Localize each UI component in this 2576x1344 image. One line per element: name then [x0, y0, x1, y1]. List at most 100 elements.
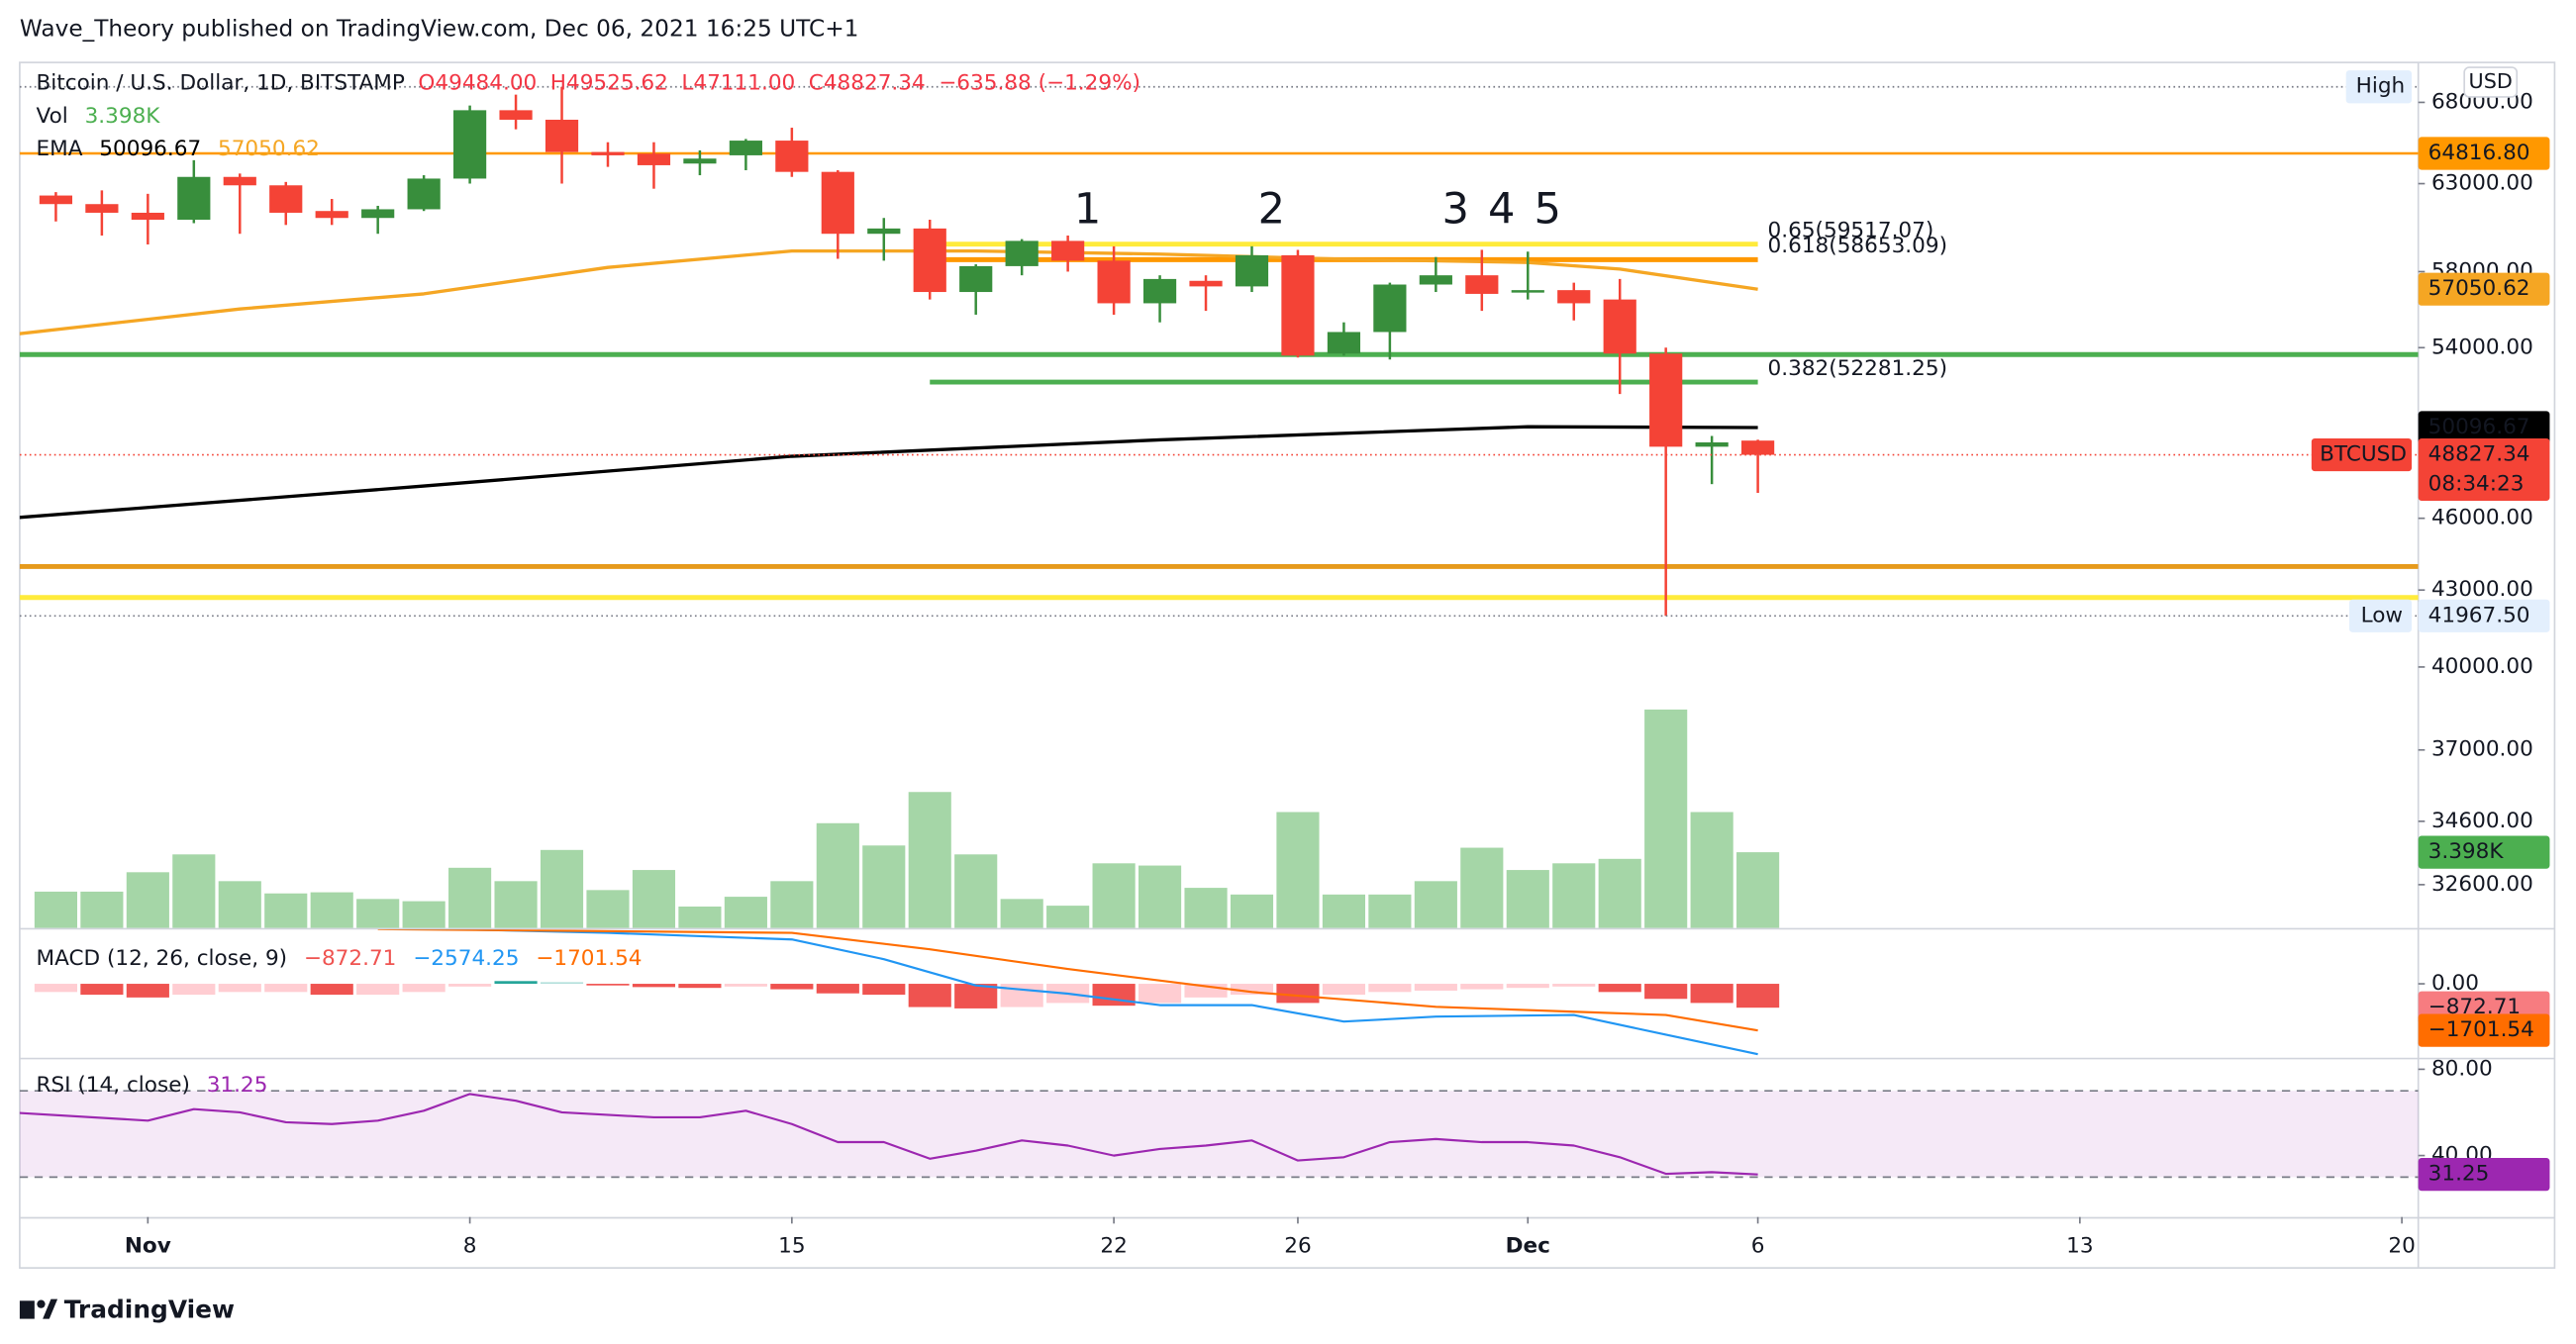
volume-bar — [862, 845, 906, 928]
y-tick-label: 43000.00 — [2431, 577, 2533, 602]
rsi-pane — [19, 1090, 2419, 1179]
macd-histogram-bar — [586, 984, 630, 986]
level-text: 0.382(52281.25) — [1768, 356, 1947, 381]
volume-bar — [908, 792, 951, 928]
macd-histogram-bar — [172, 984, 216, 996]
candle-body — [1603, 299, 1636, 354]
y-tick-label: 54000.00 — [2431, 335, 2533, 359]
volume-bar — [218, 881, 261, 928]
logo-shape — [37, 1299, 46, 1308]
y-tick-label: 80.00 — [2431, 1056, 2493, 1081]
indicator-line — [19, 1093, 1758, 1176]
macd-histogram-bar — [1506, 984, 1549, 989]
macd-histogram-bar — [540, 982, 584, 985]
candle-body — [1419, 275, 1452, 285]
volume-bar — [494, 881, 538, 928]
candle-body — [1097, 260, 1131, 304]
rsi-band — [19, 1091, 2419, 1178]
ohlc-close: C48827.34 — [809, 71, 926, 96]
macd-histogram-bar — [310, 984, 353, 996]
candle-body — [1281, 254, 1315, 356]
volume-bar — [1184, 888, 1228, 928]
y-tick-label: 37000.00 — [2431, 737, 2533, 762]
candle-body — [223, 176, 256, 186]
volume-value: 3.398K — [85, 104, 161, 129]
volume-bar — [724, 897, 767, 928]
volume-bar — [770, 881, 814, 928]
macd-histogram-bar — [1092, 984, 1136, 1007]
candle-body — [729, 141, 762, 155]
wave-label: 2 — [1258, 185, 1285, 235]
x-tick-label: 6 — [1751, 1234, 1765, 1259]
x-tick-label: Nov — [125, 1234, 171, 1259]
volume-bar — [402, 901, 446, 928]
level-text: 0.65(59517.07) — [1768, 218, 1934, 242]
wave-label: 4 — [1488, 185, 1515, 235]
signal-axis-label: −1701.54 — [2428, 1017, 2534, 1042]
footer-logo — [19, 1298, 58, 1319]
macd-hist-value: −872.71 — [304, 946, 397, 971]
volume-bar — [172, 854, 216, 928]
volume-bar — [1046, 906, 1090, 928]
x-tick-label: Dec — [1506, 1234, 1550, 1259]
price-legend: Bitcoin / U.S. Dollar, 1D, BITSTAMP O494… — [37, 71, 1140, 96]
macd-histogram-bar — [908, 984, 951, 1008]
x-tick-label: 22 — [1100, 1234, 1127, 1259]
candle-body — [85, 204, 119, 213]
candle-body — [1741, 440, 1775, 455]
rsi-axis-label: 31.25 — [2428, 1162, 2490, 1187]
candle-body — [269, 185, 303, 213]
currency-box[interactable] — [2463, 66, 2519, 98]
macd-histogram-bar — [1138, 984, 1182, 1004]
level-text: 0.618(58653.09) — [1768, 234, 1947, 258]
macd-histogram-bar — [632, 984, 676, 988]
candle-body — [821, 171, 854, 235]
volume-bar — [310, 892, 353, 928]
ema-value: 57050.62 — [218, 137, 320, 161]
currency[interactable]: USD — [2469, 69, 2513, 93]
macd-histogram-bar — [1322, 984, 1365, 996]
macd-histogram-bar — [1736, 984, 1780, 1008]
volume-bar — [126, 872, 169, 928]
volume-bar — [632, 870, 676, 928]
macd-histogram-bar — [770, 984, 814, 990]
low-box — [2348, 599, 2413, 632]
ohlc-high: H49525.62 — [550, 71, 668, 96]
candle-body — [1051, 240, 1085, 261]
logo-shape — [19, 1300, 35, 1319]
volume-bar — [80, 891, 124, 928]
volume-bar — [1552, 863, 1596, 928]
macd-histogram-bar — [862, 984, 906, 996]
wave-label: 3 — [1442, 185, 1469, 235]
symbol-box — [2311, 437, 2413, 472]
volume-bar — [1414, 881, 1457, 928]
volume-bar — [1000, 899, 1043, 928]
publisher-line: Wave_Theory published on TradingView.com… — [20, 15, 859, 42]
macd-histogram-bar — [678, 984, 722, 989]
candle-body — [177, 176, 211, 221]
chart-frame — [19, 61, 2556, 1269]
ema-axis-label: 50096.67 — [2428, 415, 2530, 439]
volume-axis-label: 3.398K — [2428, 839, 2505, 864]
ema-axis-label: 57050.62 — [2428, 276, 2530, 301]
candle-body — [545, 119, 579, 152]
macd-histogram-bar — [1598, 984, 1641, 993]
volume-bar — [586, 890, 630, 928]
rsi-legend: RSI (14, close) 31.25 — [37, 1073, 268, 1098]
macd-title: MACD (12, 26, close, 9) — [37, 946, 288, 971]
macd-histogram-bar — [1460, 984, 1504, 990]
ohlc-low: L47111.00 — [681, 71, 795, 96]
candle-body — [913, 228, 946, 293]
macd-histogram-bar — [126, 984, 169, 998]
macd-histogram-bar — [1644, 984, 1688, 1000]
macd-histogram-bar — [1230, 984, 1274, 996]
high-label: High — [2356, 74, 2406, 99]
volume-bar — [678, 907, 722, 928]
volume-bar — [1138, 865, 1182, 928]
rsi-axis-label-box — [2418, 1158, 2550, 1192]
candle-body — [775, 141, 809, 172]
x-tick-label: 20 — [2388, 1234, 2415, 1259]
low-value-label-box — [2418, 599, 2550, 632]
